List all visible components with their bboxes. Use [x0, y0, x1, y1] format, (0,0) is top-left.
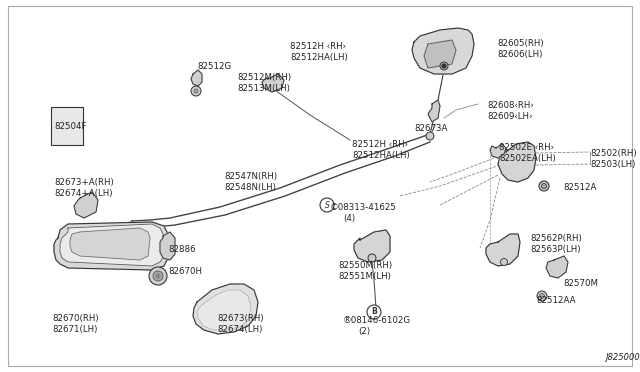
Polygon shape [191, 70, 202, 86]
Circle shape [442, 64, 446, 68]
Polygon shape [486, 234, 520, 266]
Text: 82512HA(LH): 82512HA(LH) [352, 151, 410, 160]
Circle shape [156, 274, 160, 278]
Polygon shape [60, 224, 164, 266]
Polygon shape [498, 142, 536, 182]
Polygon shape [197, 290, 251, 330]
Circle shape [426, 132, 434, 140]
Polygon shape [490, 144, 506, 158]
Text: 82513M(LH): 82513M(LH) [237, 84, 290, 93]
Text: S: S [324, 201, 330, 209]
Bar [51, 107, 83, 145]
Text: 82605(RH): 82605(RH) [497, 39, 543, 48]
Circle shape [191, 86, 201, 96]
Text: (2): (2) [358, 327, 370, 336]
Polygon shape [70, 228, 150, 260]
Polygon shape [193, 284, 258, 334]
Text: 82670(RH): 82670(RH) [52, 314, 99, 323]
Text: ©08313-41625: ©08313-41625 [330, 203, 397, 212]
Text: 82670H: 82670H [168, 267, 202, 276]
Text: 82512M(RH): 82512M(RH) [237, 73, 291, 82]
Circle shape [320, 198, 334, 212]
Circle shape [541, 183, 547, 189]
Circle shape [440, 62, 448, 70]
Text: B: B [371, 308, 377, 317]
Text: (4): (4) [343, 214, 355, 223]
Text: 82606(LH): 82606(LH) [497, 50, 542, 59]
Text: 82609‹LH›: 82609‹LH› [487, 112, 532, 121]
Text: 82502E ‹RH›: 82502E ‹RH› [499, 143, 554, 152]
Circle shape [367, 305, 381, 319]
Text: 82674(LH): 82674(LH) [217, 325, 262, 334]
Circle shape [539, 181, 549, 191]
Circle shape [540, 294, 545, 298]
Circle shape [368, 254, 376, 262]
Text: 82502(RH): 82502(RH) [590, 149, 637, 158]
Text: 82608‹RH›: 82608‹RH› [487, 101, 534, 110]
Polygon shape [428, 100, 440, 122]
Polygon shape [54, 222, 168, 270]
Text: ®08146-6102G: ®08146-6102G [343, 316, 411, 325]
Text: 82503(LH): 82503(LH) [590, 160, 636, 169]
Text: 82547N(RH): 82547N(RH) [224, 172, 277, 181]
Text: 82512G: 82512G [197, 62, 231, 71]
Circle shape [194, 89, 198, 93]
Text: 82551M(LH): 82551M(LH) [338, 272, 391, 281]
Text: J8250006: J8250006 [605, 353, 640, 362]
Text: 82674+A(LH): 82674+A(LH) [54, 189, 113, 198]
Text: 82512A: 82512A [563, 183, 596, 192]
Text: 82673+A(RH): 82673+A(RH) [54, 178, 114, 187]
Text: 82671(LH): 82671(LH) [52, 325, 97, 334]
Circle shape [500, 259, 508, 266]
Text: 82570M: 82570M [563, 279, 598, 288]
Text: 82673A: 82673A [414, 124, 447, 133]
Polygon shape [160, 232, 175, 260]
Text: 82550M(RH): 82550M(RH) [338, 261, 392, 270]
Text: 82548N(LH): 82548N(LH) [224, 183, 276, 192]
Polygon shape [74, 192, 98, 218]
Polygon shape [424, 40, 456, 68]
Text: 82512AA: 82512AA [536, 296, 575, 305]
Polygon shape [412, 28, 474, 74]
Circle shape [149, 267, 167, 285]
Text: 82562P(RH): 82562P(RH) [530, 234, 582, 243]
Text: 82563P(LH): 82563P(LH) [530, 245, 580, 254]
Text: 82673(RH): 82673(RH) [217, 314, 264, 323]
Polygon shape [262, 74, 284, 92]
Text: 82512H ‹RH›: 82512H ‹RH› [352, 140, 408, 149]
Polygon shape [354, 230, 390, 262]
Text: 82502EA(LH): 82502EA(LH) [499, 154, 556, 163]
Circle shape [153, 271, 163, 281]
Text: 82512H ‹RH›: 82512H ‹RH› [290, 42, 346, 51]
Circle shape [537, 291, 547, 301]
Text: 82512HA(LH): 82512HA(LH) [290, 53, 348, 62]
Text: 82504F: 82504F [54, 122, 86, 131]
Text: 82886: 82886 [168, 245, 195, 254]
Polygon shape [546, 256, 568, 278]
